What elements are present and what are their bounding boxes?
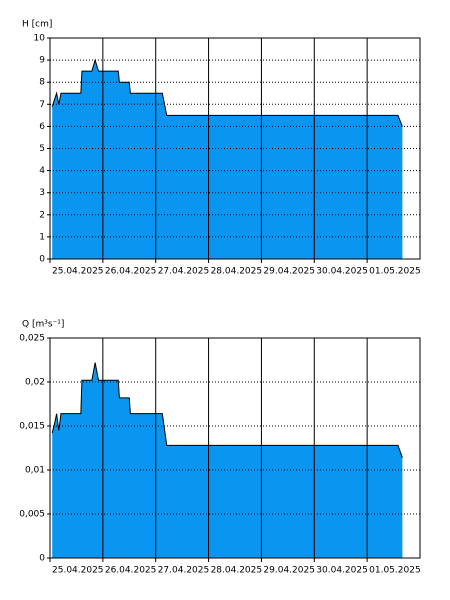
plot-frame [49, 337, 421, 559]
x-tick-label: 01.05.2025 [369, 267, 421, 277]
y-tick-label: 3 [39, 188, 45, 198]
plot-frame [49, 37, 421, 260]
y-tick-label: 9 [39, 56, 45, 66]
x-tick-label: 27.04.2025 [158, 566, 210, 576]
y-tick-label: 10 [34, 34, 46, 44]
y-tick-label: 0,005 [19, 510, 45, 520]
area [52, 60, 403, 259]
area-outline [51, 362, 403, 458]
x-tick-label: 26.04.2025 [105, 566, 157, 576]
x-tick-label: 27.04.2025 [158, 267, 210, 277]
y-tick-label: 0,015 [19, 422, 45, 432]
y-tick-label: 0 [39, 554, 45, 564]
x-tick-label: 28.04.2025 [211, 267, 263, 277]
y-tick-label: 6 [39, 122, 45, 132]
x-tick-label: 29.04.2025 [263, 566, 315, 576]
y-tick-label: 1 [39, 232, 45, 242]
area-outline [51, 58, 403, 127]
y-tick-label: 8 [39, 78, 45, 88]
area [52, 362, 403, 558]
x-tick-label: 01.05.2025 [369, 566, 421, 576]
y-axis-label: H [cm] [22, 20, 52, 30]
x-tick-label: 26.04.2025 [105, 267, 157, 277]
y-tick-label: 0,01 [25, 466, 45, 476]
x-tick-label: 30.04.2025 [316, 566, 368, 576]
x-tick-label: 25.04.2025 [52, 566, 104, 576]
y-tick-label: 4 [39, 166, 45, 176]
x-tick-label: 29.04.2025 [263, 267, 315, 277]
y-tick-label: 2 [39, 210, 45, 220]
y-axis-label: Q [m³s⁻¹] [22, 320, 64, 330]
y-tick-label: 0 [39, 255, 45, 265]
y-tick-label: 0,025 [19, 334, 45, 344]
x-tick-label: 28.04.2025 [211, 566, 263, 576]
x-tick-label: 30.04.2025 [316, 267, 368, 277]
y-tick-label: 5 [39, 144, 45, 154]
y-tick-label: 0,02 [25, 378, 45, 388]
x-tick-label: 25.04.2025 [52, 267, 104, 277]
y-tick-label: 7 [39, 100, 45, 110]
